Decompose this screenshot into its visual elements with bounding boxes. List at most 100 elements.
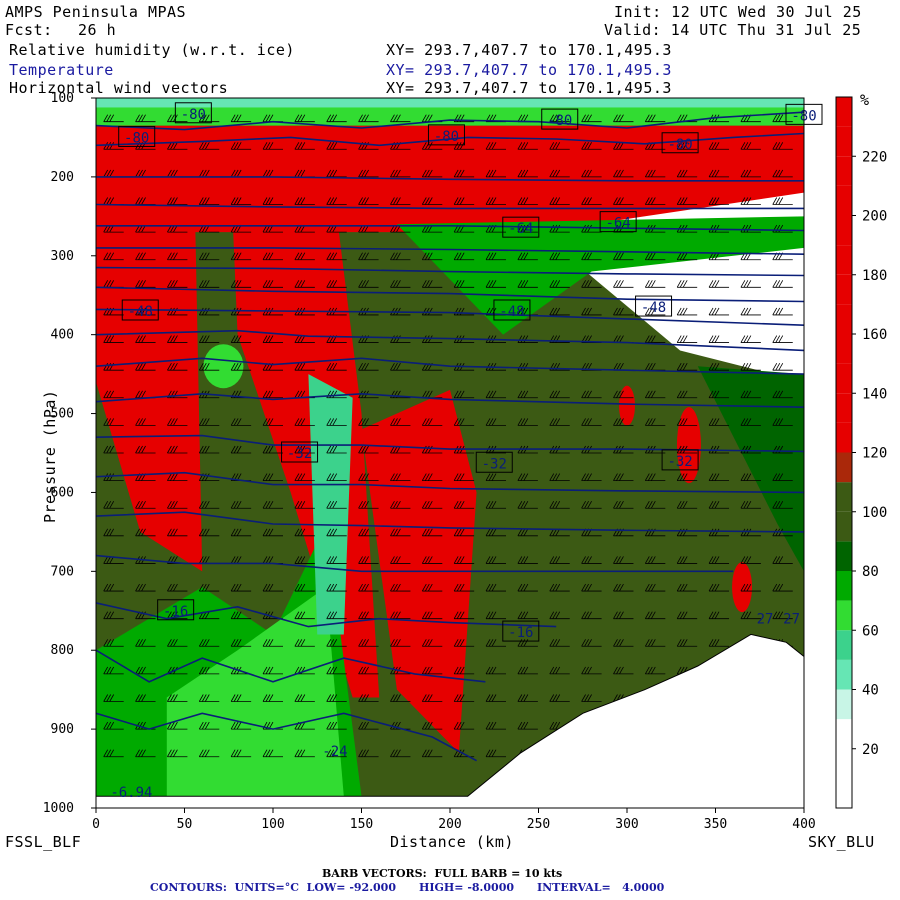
wind-barb-380 xyxy=(294,583,315,592)
wind-barb-flag xyxy=(714,390,720,398)
wind-barb-flag xyxy=(427,197,433,205)
y-tick-label: 500 xyxy=(51,407,74,422)
wind-barb-flag xyxy=(549,721,555,730)
wind-barb-72 xyxy=(294,197,315,205)
wind-barb-flag xyxy=(167,611,172,619)
wind-barb-flag xyxy=(233,280,239,288)
wind-barb-322 xyxy=(549,501,570,509)
wind-barb-flag xyxy=(517,501,523,509)
wind-barb-467 xyxy=(262,694,283,702)
wind-barb-182 xyxy=(294,335,315,343)
wind-barb-flag xyxy=(644,556,650,564)
wind-barb-flag xyxy=(294,749,300,757)
wind-barb-flag xyxy=(326,252,332,260)
wind-barb-flag xyxy=(201,639,207,647)
wind-barb-flag xyxy=(297,639,303,647)
wind-barb-flag xyxy=(167,114,172,122)
wind-barb-flag xyxy=(230,252,236,260)
wind-barb-flag xyxy=(201,749,207,757)
wind-barb-flag xyxy=(581,307,586,316)
wind-barb-flag xyxy=(167,335,172,343)
wind-barb-295 xyxy=(390,473,411,482)
wind-barb-363 xyxy=(453,556,475,564)
wind-barb-flag xyxy=(552,307,558,316)
wind-barb-flag xyxy=(233,169,239,178)
wind-barb-216 xyxy=(676,362,698,371)
wind-barb-flag xyxy=(581,197,586,205)
wind-barb-flag xyxy=(204,307,210,316)
wind-barb-flag xyxy=(491,666,497,675)
contour-label-group: -80 xyxy=(541,108,579,130)
wind-barb-flag xyxy=(711,307,717,316)
wind-barb-flag xyxy=(300,528,306,537)
wind-barb-flag xyxy=(491,418,497,426)
wind-barb-flag xyxy=(297,694,303,702)
wind-barb-flag xyxy=(459,666,465,675)
wind-barb-flag xyxy=(170,280,175,288)
wind-barb-flag xyxy=(676,142,682,150)
wind-barb-flag xyxy=(616,418,621,426)
wind-barb-flag xyxy=(265,694,271,702)
wind-barb-flag xyxy=(424,335,430,343)
wind-barb-flag xyxy=(682,335,688,343)
wind-barb-flag xyxy=(294,583,300,592)
wind-barb-flag xyxy=(427,556,433,564)
wind-barb-flag xyxy=(201,666,207,675)
wind-barb-flag xyxy=(746,197,752,205)
wind-barb-331 xyxy=(135,528,156,537)
wind-barb-267 xyxy=(198,445,220,454)
wind-barb-flag xyxy=(300,252,306,260)
wind-barb-flag xyxy=(523,114,529,122)
wind-barb-268 xyxy=(230,445,252,454)
wind-barb-flag xyxy=(488,142,494,150)
wind-barb-flag xyxy=(201,528,207,537)
wind-barb-flag xyxy=(329,556,335,564)
wind-barb-flag xyxy=(393,556,398,564)
wind-barb-428 xyxy=(421,639,443,647)
wind-barb-flag xyxy=(361,694,366,702)
wind-barb-flag xyxy=(326,445,332,454)
wind-barb-429 xyxy=(453,639,475,647)
wind-barb-flag xyxy=(230,501,236,509)
wind-barb-flag xyxy=(676,252,682,260)
wind-barb-flag xyxy=(390,362,395,371)
wind-barb-443 xyxy=(198,666,220,675)
wind-barb-flag xyxy=(488,252,494,260)
wind-barb-flag xyxy=(329,252,335,260)
wind-barb-flag xyxy=(772,501,778,509)
wind-barb-177 xyxy=(135,335,156,343)
wind-barb-flag xyxy=(613,473,618,481)
wind-barb-flag xyxy=(775,501,781,509)
wind-barb-flag xyxy=(141,197,146,205)
wind-barb-flag xyxy=(268,445,274,454)
wind-barb-flag xyxy=(364,639,369,647)
wind-barb-flag xyxy=(265,639,271,647)
wind-barb-flag xyxy=(201,142,207,150)
wind-barb-flag xyxy=(746,418,752,426)
wind-barb-413 xyxy=(644,611,666,620)
wind-barb-flag xyxy=(326,418,332,426)
temperature-contour--16 xyxy=(96,602,557,628)
wind-barb-119 xyxy=(390,252,411,261)
wind-barb-flag xyxy=(230,142,236,150)
wind-barb-flag xyxy=(453,142,459,150)
wind-barb-445 xyxy=(262,666,283,675)
wind-barb-flag xyxy=(743,362,749,371)
wind-barb-flag xyxy=(676,473,682,481)
wind-barb-179 xyxy=(198,335,220,343)
wind-barb-flag xyxy=(650,583,656,592)
wind-barb-6 xyxy=(294,114,315,123)
wind-barb-flag xyxy=(581,280,586,288)
wind-barb-34 xyxy=(485,142,507,150)
temperature-contours xyxy=(96,111,804,762)
wind-barb-476 xyxy=(549,694,570,702)
wind-barb-325 xyxy=(644,501,666,509)
wind-barb-flag xyxy=(390,335,395,343)
wind-barb-flag xyxy=(647,114,653,122)
wind-barb-flag xyxy=(555,114,561,122)
wind-barb-flag xyxy=(396,611,401,619)
wind-barb-flag xyxy=(491,280,497,288)
wind-barb-flag xyxy=(167,280,172,288)
wind-barb-flag xyxy=(676,418,682,426)
wind-barb-165 xyxy=(453,307,475,316)
